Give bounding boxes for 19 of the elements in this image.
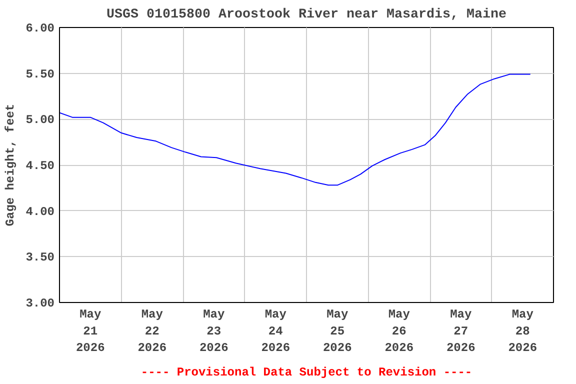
x-tick-label: May 26 2026 <box>384 308 414 356</box>
y-tick-label: 4.00 <box>26 204 55 219</box>
x-tick-label: May 28 2026 <box>508 308 538 356</box>
y-tick-label: 4.50 <box>26 159 55 173</box>
x-tick-label: May 25 2026 <box>322 308 352 356</box>
y-tick-label: 5.00 <box>26 113 55 128</box>
text: ---- Provisional Data Subject to Revision ---- <box>140 366 472 380</box>
y-tick-label: 3.50 <box>26 250 55 265</box>
y-tick-label: 5.50 <box>26 67 55 82</box>
x-tick-label: May 21 2026 <box>76 308 105 356</box>
x-tick-label: May 27 2026 <box>446 308 476 356</box>
y-tick-label: 3.00 <box>26 296 55 310</box>
x-tick-label: May 24 2026 <box>261 308 290 356</box>
x-tick-label: May 22 2026 <box>138 308 167 356</box>
chart-title: USGS 01015800 Aroostook River near Masardis, Maine <box>106 8 506 22</box>
y-tick-label: 6.00 <box>26 22 55 36</box>
y-axis-title: Gage height, feet <box>4 104 18 226</box>
x-tick-label: May 23 2026 <box>199 308 228 356</box>
line-series <box>60 74 531 186</box>
